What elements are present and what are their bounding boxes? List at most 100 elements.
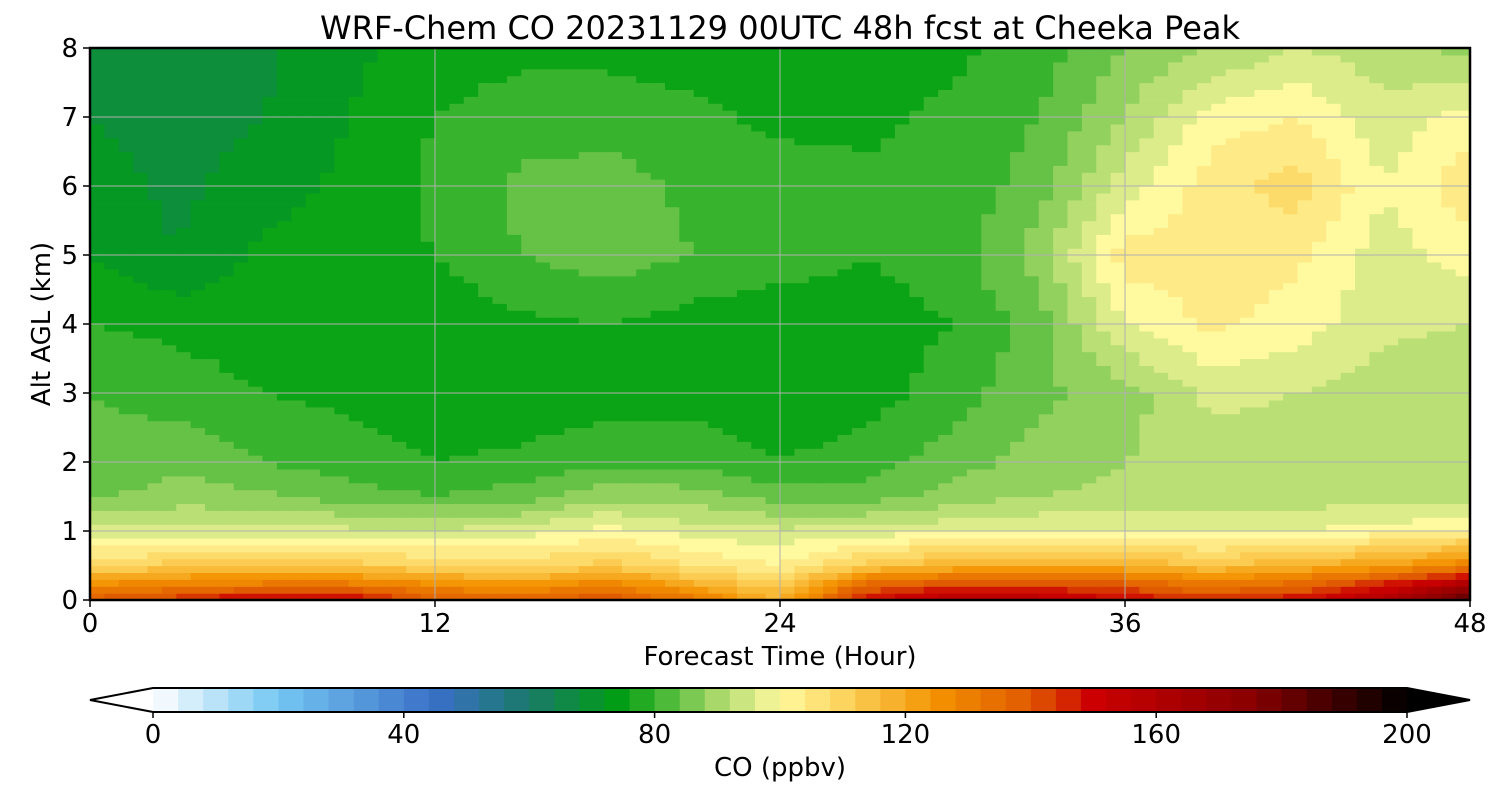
heatmap-cell bbox=[708, 462, 724, 470]
heatmap-cell bbox=[1038, 503, 1054, 511]
heatmap-cell bbox=[1240, 275, 1255, 284]
heatmap-cell bbox=[320, 413, 335, 422]
heatmap-cell bbox=[808, 524, 824, 532]
heatmap-cell bbox=[550, 434, 565, 442]
heatmap-cell bbox=[823, 565, 839, 573]
heatmap-cell bbox=[1240, 572, 1255, 580]
heatmap-cell bbox=[1297, 282, 1313, 291]
heatmap-cell bbox=[1240, 510, 1255, 518]
heatmap-cell bbox=[909, 496, 925, 504]
heatmap-cell bbox=[377, 544, 393, 553]
heatmap-cell bbox=[780, 255, 795, 263]
heatmap-cell bbox=[147, 365, 163, 373]
heatmap-cell bbox=[420, 324, 436, 332]
heatmap-cell bbox=[693, 324, 709, 332]
heatmap-cell bbox=[219, 365, 235, 373]
heatmap-cell bbox=[823, 558, 839, 567]
heatmap-cell bbox=[118, 551, 134, 560]
heatmap-cell bbox=[1081, 441, 1097, 449]
heatmap-cell bbox=[90, 455, 105, 463]
heatmap-cell bbox=[535, 275, 551, 284]
heatmap-cell bbox=[665, 406, 680, 415]
heatmap-cell bbox=[219, 572, 235, 580]
heatmap-cell bbox=[1326, 462, 1342, 470]
heatmap-cell bbox=[808, 503, 824, 511]
heatmap-cell bbox=[1297, 551, 1313, 560]
heatmap-cell bbox=[1254, 365, 1270, 373]
heatmap-cell bbox=[305, 462, 321, 470]
heatmap-cell bbox=[363, 399, 379, 408]
heatmap-cell bbox=[1225, 462, 1241, 470]
heatmap-cell bbox=[320, 462, 335, 470]
heatmap-cell bbox=[1441, 275, 1457, 284]
heatmap-cell bbox=[780, 558, 795, 567]
heatmap-cell bbox=[1038, 386, 1054, 394]
heatmap-cell bbox=[377, 261, 393, 270]
heatmap-cell bbox=[1024, 241, 1040, 249]
heatmap-cell bbox=[348, 503, 364, 511]
heatmap-cell bbox=[851, 406, 867, 415]
heatmap-cell bbox=[1254, 482, 1270, 491]
heatmap-cell bbox=[736, 399, 752, 408]
heatmap-cell bbox=[1441, 579, 1457, 587]
heatmap-cell bbox=[1369, 441, 1385, 449]
heatmap-cell bbox=[736, 261, 752, 270]
heatmap-cell bbox=[966, 537, 982, 546]
heatmap-cell bbox=[420, 503, 436, 511]
heatmap-cell bbox=[205, 296, 220, 304]
heatmap-cell bbox=[205, 489, 220, 498]
heatmap-cell bbox=[1081, 337, 1097, 346]
heatmap-cell bbox=[1297, 317, 1313, 325]
heatmap-cell bbox=[837, 427, 853, 435]
heatmap-cell bbox=[1441, 261, 1457, 270]
heatmap-cell bbox=[406, 268, 422, 277]
heatmap-cell bbox=[521, 517, 537, 525]
heatmap-cell bbox=[1024, 379, 1040, 387]
heatmap-cell bbox=[291, 510, 307, 518]
heatmap-cell bbox=[492, 393, 508, 401]
heatmap-cell bbox=[1369, 537, 1385, 546]
heatmap-cell bbox=[233, 537, 249, 546]
heatmap-cell bbox=[938, 379, 954, 387]
heatmap-cell bbox=[722, 517, 738, 525]
heatmap-cell bbox=[190, 324, 206, 332]
heatmap-cell bbox=[578, 289, 594, 297]
heatmap-cell bbox=[90, 372, 105, 380]
heatmap-cell bbox=[334, 593, 350, 601]
heatmap-cell bbox=[679, 393, 695, 401]
heatmap-cell bbox=[363, 358, 379, 366]
heatmap-cell bbox=[449, 572, 465, 580]
heatmap-cell bbox=[133, 503, 149, 511]
heatmap-cell bbox=[521, 386, 537, 394]
heatmap-cell bbox=[1311, 510, 1327, 518]
heatmap-cell bbox=[995, 268, 1011, 277]
heatmap-cell bbox=[1125, 296, 1140, 304]
heatmap-cell bbox=[1010, 324, 1025, 332]
heatmap-cell bbox=[535, 248, 551, 256]
heatmap-cell bbox=[550, 482, 565, 491]
heatmap-cell bbox=[291, 310, 307, 318]
heatmap-cell bbox=[535, 441, 551, 449]
heatmap-cell bbox=[1412, 510, 1428, 518]
heatmap-cell bbox=[1196, 441, 1212, 449]
heatmap-cell bbox=[636, 248, 652, 256]
heatmap-cell bbox=[665, 462, 680, 470]
heatmap-cell bbox=[1441, 337, 1457, 346]
heatmap-cell bbox=[1412, 468, 1428, 477]
heatmap-cell bbox=[1340, 462, 1356, 470]
heatmap-cell bbox=[851, 517, 867, 525]
heatmap-cell bbox=[1067, 496, 1083, 504]
heatmap-cell bbox=[607, 475, 623, 484]
heatmap-cell bbox=[291, 586, 307, 594]
heatmap-cell bbox=[1153, 399, 1169, 408]
heatmap-cell bbox=[161, 531, 177, 539]
heatmap-cell bbox=[808, 310, 824, 318]
heatmap-cell bbox=[1168, 275, 1184, 284]
heatmap-cell bbox=[593, 296, 609, 304]
heatmap-cell bbox=[1024, 434, 1040, 442]
heatmap-cell bbox=[233, 303, 249, 311]
heatmap-cell bbox=[981, 448, 997, 456]
heatmap-cell bbox=[1182, 282, 1198, 291]
heatmap-cell bbox=[593, 275, 609, 284]
heatmap-cell bbox=[693, 565, 709, 573]
